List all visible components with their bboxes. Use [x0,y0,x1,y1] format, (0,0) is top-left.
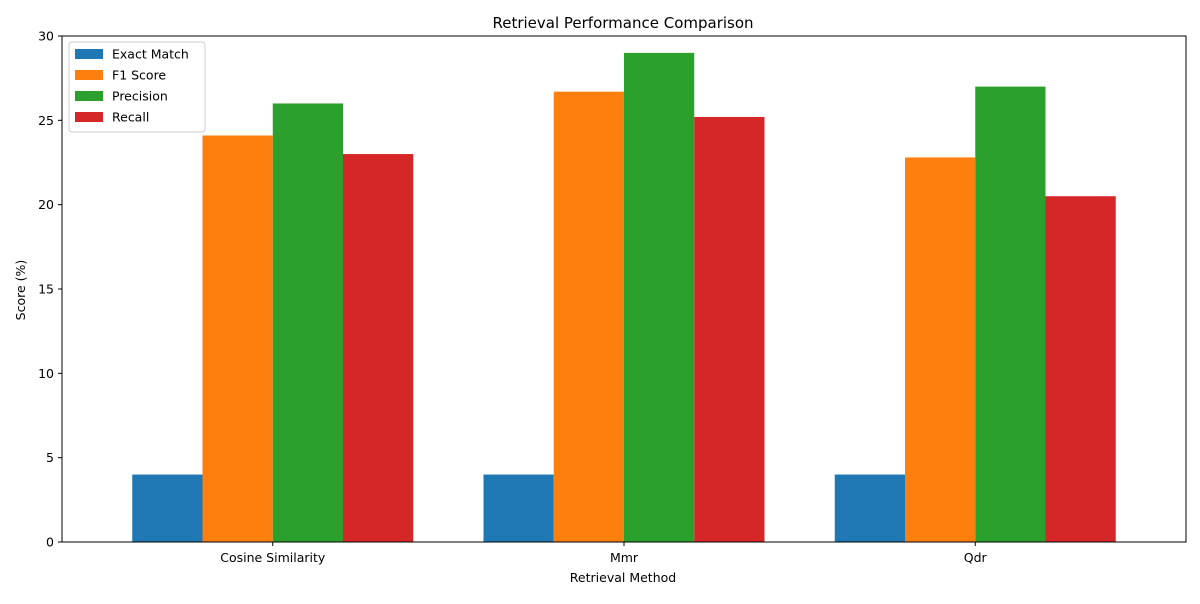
legend-box [68,41,206,133]
y-tick-label: 5 [46,450,54,465]
x-tick-label: Cosine Similarity [220,550,326,565]
bar-recall-2 [1045,196,1116,542]
y-tick-label: 10 [38,366,54,381]
bar-precision-2 [975,86,1046,542]
y-tick-label: 0 [46,535,54,550]
legend-label: F1 Score [112,68,166,83]
legend-label: Recall [112,110,149,125]
bar-f1-score-2 [905,157,976,542]
legend-swatch [75,91,103,101]
legend-label: Precision [112,89,168,104]
bar-f1-score-1 [553,91,624,542]
x-axis-label: Retrieval Method [570,570,676,585]
legend-label: Exact Match [112,47,189,62]
y-tick-label: 30 [38,29,54,44]
chart-title: Retrieval Performance Comparison [492,14,753,32]
bar-precision-1 [624,52,695,542]
x-tick-label: Qdr [964,550,988,565]
y-tick-label: 15 [38,282,54,297]
bars-layer [132,52,1116,543]
bar-precision-0 [272,103,343,542]
bar-exact-match-1 [483,474,554,542]
y-axis-label: Score (%) [13,260,28,321]
legend-swatch [75,112,103,122]
legend: Exact Match F1 Score Precision Recall [68,41,206,133]
bar-f1-score-0 [202,135,273,542]
legend-swatch [75,49,103,59]
x-tick-label: Mmr [610,550,639,565]
y-tick-label: 25 [38,113,54,128]
legend-swatch [75,70,103,80]
bar-recall-0 [343,154,414,543]
y-tick-label: 20 [38,197,54,212]
bar-exact-match-0 [132,474,203,542]
bar-exact-match-2 [834,474,905,542]
axes-layer: 0 5 10 15 20 25 30 Cosine Similarity Mmr Qdr [38,29,1187,565]
bar-recall-1 [694,116,765,543]
